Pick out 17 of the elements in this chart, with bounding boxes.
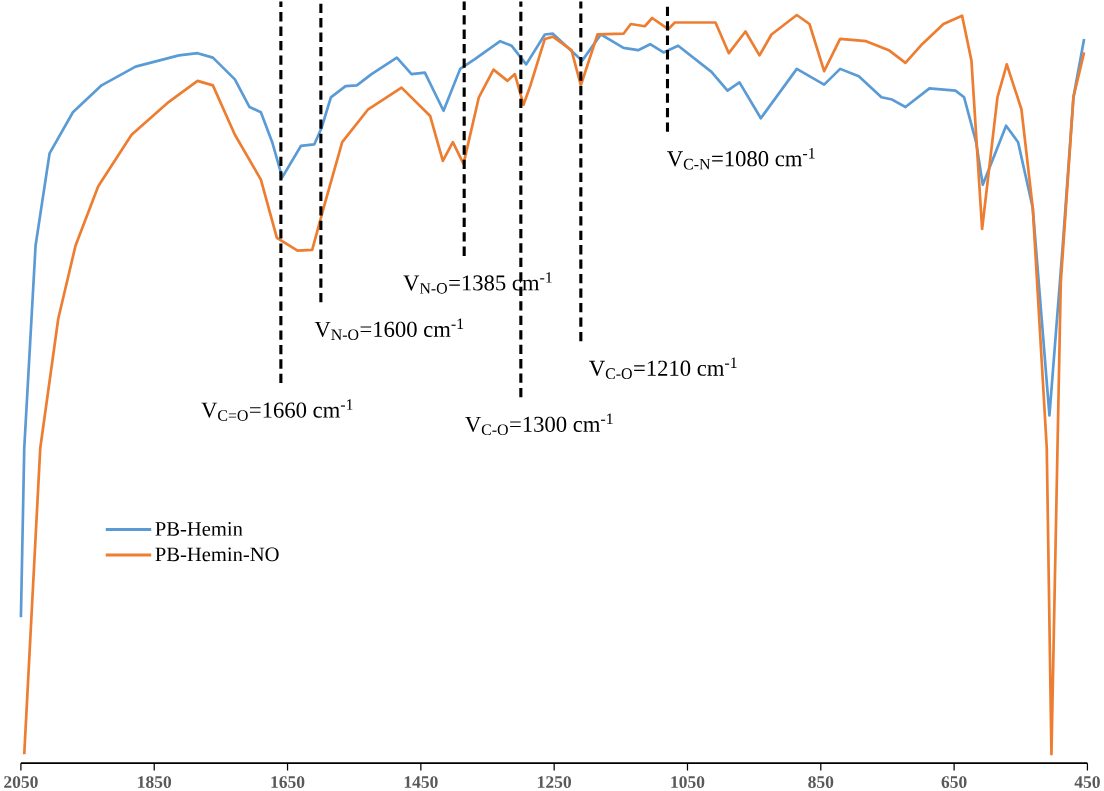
- ref-line-label: V$_{C-N}$=1080 cm$^{-1}$: [667, 147, 815, 170]
- ref-line-label: V$_{C=O}$=1660 cm$^{-1}$: [201, 399, 353, 421]
- x-tick-label: 1450: [404, 775, 438, 788]
- ref-line-label: V$_{C-O}$=1210 cm$^{-1}$: [589, 357, 737, 379]
- ref-line-label: V$_{N-O}$=1385 cm$^{-1}$: [403, 271, 552, 294]
- legend-label: PB-Hemin-NO: [155, 547, 279, 562]
- x-tick-label: 450: [1074, 775, 1100, 788]
- x-tick-label: 850: [808, 775, 834, 788]
- legend-label: PB-Hemin: [155, 521, 243, 536]
- x-tick-label: 1250: [538, 775, 572, 788]
- x-tick-label: 650: [941, 775, 967, 788]
- x-tick-label: 1650: [271, 775, 305, 788]
- ref-line-label: V$_{C-O}$=1300 cm$^{-1}$: [465, 413, 613, 435]
- x-tick-label: 1050: [671, 775, 705, 788]
- ref-line-label: V$_{N-O}$=1600 cm$^{-1}$: [314, 318, 464, 340]
- x-tick-label: 1850: [138, 775, 172, 788]
- x-tick-label: 2050: [4, 775, 38, 788]
